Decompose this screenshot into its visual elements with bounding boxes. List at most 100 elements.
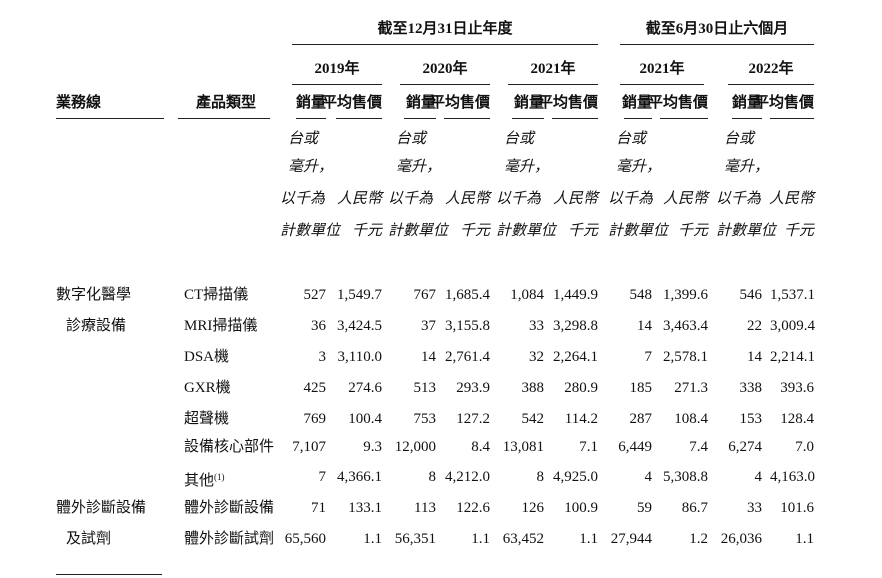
unit-label-qty: 毫升， — [616, 159, 662, 175]
sales-volume-cell: 388 — [521, 380, 545, 396]
unit-label-qty: 台或 — [616, 131, 647, 147]
sales-volume-cell: 27,944 — [610, 531, 652, 547]
subheader-rule — [660, 118, 708, 119]
product-type-cell: GXR機 — [184, 379, 231, 397]
group-header-fiscal-year: 截至12月31日止年度 — [377, 21, 513, 37]
sales-volume-cell: 767 — [413, 287, 437, 303]
avg-price-cell: 7.4 — [689, 439, 708, 455]
footnote-marker: (1) — [214, 472, 225, 482]
sales-volume-cell: 548 — [629, 287, 653, 303]
sales-volume-cell: 7 — [644, 349, 653, 365]
unit-label-qty: 計數單位 — [280, 223, 341, 239]
avg-price-cell: 8.4 — [471, 439, 490, 455]
unit-label-price: 人民幣 — [444, 191, 490, 207]
sales-volume-cell: 32 — [529, 349, 544, 365]
unit-label-qty: 計數單位 — [716, 223, 777, 239]
sales-volume-cell: 542 — [521, 411, 545, 427]
sales-volume-cell: 13,081 — [502, 439, 544, 455]
sales-volume-cell: 56,351 — [394, 531, 436, 547]
avg-price-cell: 393.6 — [780, 380, 814, 396]
column-header-product-type: 產品類型 — [195, 95, 256, 111]
avg-price-cell: 133.1 — [348, 500, 382, 516]
subheader-avg-price: 平均售價 — [647, 95, 708, 111]
group-rule-fiscal-year — [292, 44, 598, 45]
business-line-label: 數字化醫學 — [56, 287, 132, 303]
avg-price-cell: 3,009.4 — [770, 318, 815, 334]
avg-price-cell: 127.2 — [456, 411, 490, 427]
unit-label-qty: 毫升， — [504, 159, 550, 175]
subheader-rule — [296, 118, 326, 119]
avg-price-cell: 1,685.4 — [445, 287, 490, 303]
unit-label-qty: 毫升， — [396, 159, 442, 175]
unit-label-qty: 台或 — [288, 131, 319, 147]
sales-volume-cell: 26,036 — [720, 531, 762, 547]
unit-label-qty: 毫升， — [288, 159, 334, 175]
subheader-avg-price: 平均售價 — [753, 95, 814, 111]
year-rule — [400, 84, 490, 85]
unit-label-qty: 計數單位 — [496, 223, 557, 239]
product-type-cell: 體外診斷設備 — [184, 499, 274, 517]
year-rule — [620, 84, 704, 85]
product-type-cell: 超聲機 — [184, 410, 229, 428]
avg-price-cell: 1.2 — [689, 531, 708, 547]
unit-label-price: 人民幣 — [768, 191, 814, 207]
avg-price-cell: 2,761.4 — [445, 349, 490, 365]
avg-price-cell: 1.1 — [795, 531, 814, 547]
avg-price-cell: 3,110.0 — [337, 349, 382, 365]
unit-label-qty: 計數單位 — [608, 223, 669, 239]
product-type-label: 其他 — [184, 473, 215, 489]
sales-volume-cell: 14 — [421, 349, 436, 365]
column-rule-product-type — [178, 118, 270, 119]
unit-label-price: 人民幣 — [552, 191, 598, 207]
product-type-cell: 設備核心部件 — [184, 438, 274, 456]
subheader-rule — [552, 118, 598, 119]
sales-volume-cell: 527 — [303, 287, 327, 303]
sales-volume-cell: 7 — [318, 469, 327, 485]
avg-price-cell: 1.1 — [471, 531, 490, 547]
avg-price-cell: 2,214.1 — [770, 349, 815, 365]
business-line-label: 診療設備 — [66, 318, 127, 334]
avg-price-cell: 3,298.8 — [553, 318, 598, 334]
unit-label-qty: 台或 — [504, 131, 535, 147]
column-header-business-line: 業務線 — [56, 95, 102, 111]
avg-price-cell: 1,449.9 — [553, 287, 598, 303]
product-type-label: GXR機 — [184, 380, 231, 396]
product-type-label: 體外診斷設備 — [184, 500, 275, 516]
product-type-label: 超聲機 — [184, 411, 230, 427]
subheader-avg-price: 平均售價 — [321, 95, 382, 111]
business-line-label: 及試劑 — [66, 531, 112, 547]
unit-label-qty: 以千為 — [496, 191, 542, 207]
avg-price-cell: 271.3 — [674, 380, 708, 396]
year-header: 2019年 — [314, 61, 360, 77]
subheader-avg-price: 平均售價 — [429, 95, 490, 111]
sales-volume-cell: 8 — [428, 469, 437, 485]
sales-volume-cell: 6,274 — [728, 439, 762, 455]
year-header: 2020年 — [422, 61, 468, 77]
column-rule-business-line — [56, 118, 164, 119]
avg-price-cell: 5,308.8 — [663, 469, 708, 485]
avg-price-cell: 108.4 — [674, 411, 708, 427]
unit-label-price: 人民幣 — [662, 191, 708, 207]
sales-volume-cell: 63,452 — [502, 531, 544, 547]
unit-label-qty: 毫升， — [724, 159, 770, 175]
subheader-rule — [624, 118, 652, 119]
subheader-rule — [732, 118, 762, 119]
avg-price-cell: 7.0 — [795, 439, 814, 455]
unit-label-qty: 以千為 — [608, 191, 654, 207]
sales-volume-cell: 33 — [529, 318, 544, 334]
year-rule — [508, 84, 598, 85]
sales-volume-cell: 513 — [413, 380, 437, 396]
subheader-avg-price: 平均售價 — [537, 95, 598, 111]
subheader-qty: 銷量 — [731, 95, 762, 111]
subheader-qty: 銷量 — [295, 95, 326, 111]
sales-volume-cell: 287 — [629, 411, 653, 427]
unit-label-qty: 台或 — [724, 131, 755, 147]
year-rule — [728, 84, 814, 85]
sales-volume-cell: 14 — [747, 349, 762, 365]
sales-volume-cell: 37 — [421, 318, 436, 334]
product-type-label: 體外診斷試劑 — [184, 531, 275, 547]
sales-volume-cell: 753 — [413, 411, 437, 427]
unit-label-price: 人民幣 — [336, 191, 382, 207]
sales-volume-cell: 59 — [637, 500, 652, 516]
unit-label-qty: 以千為 — [716, 191, 762, 207]
